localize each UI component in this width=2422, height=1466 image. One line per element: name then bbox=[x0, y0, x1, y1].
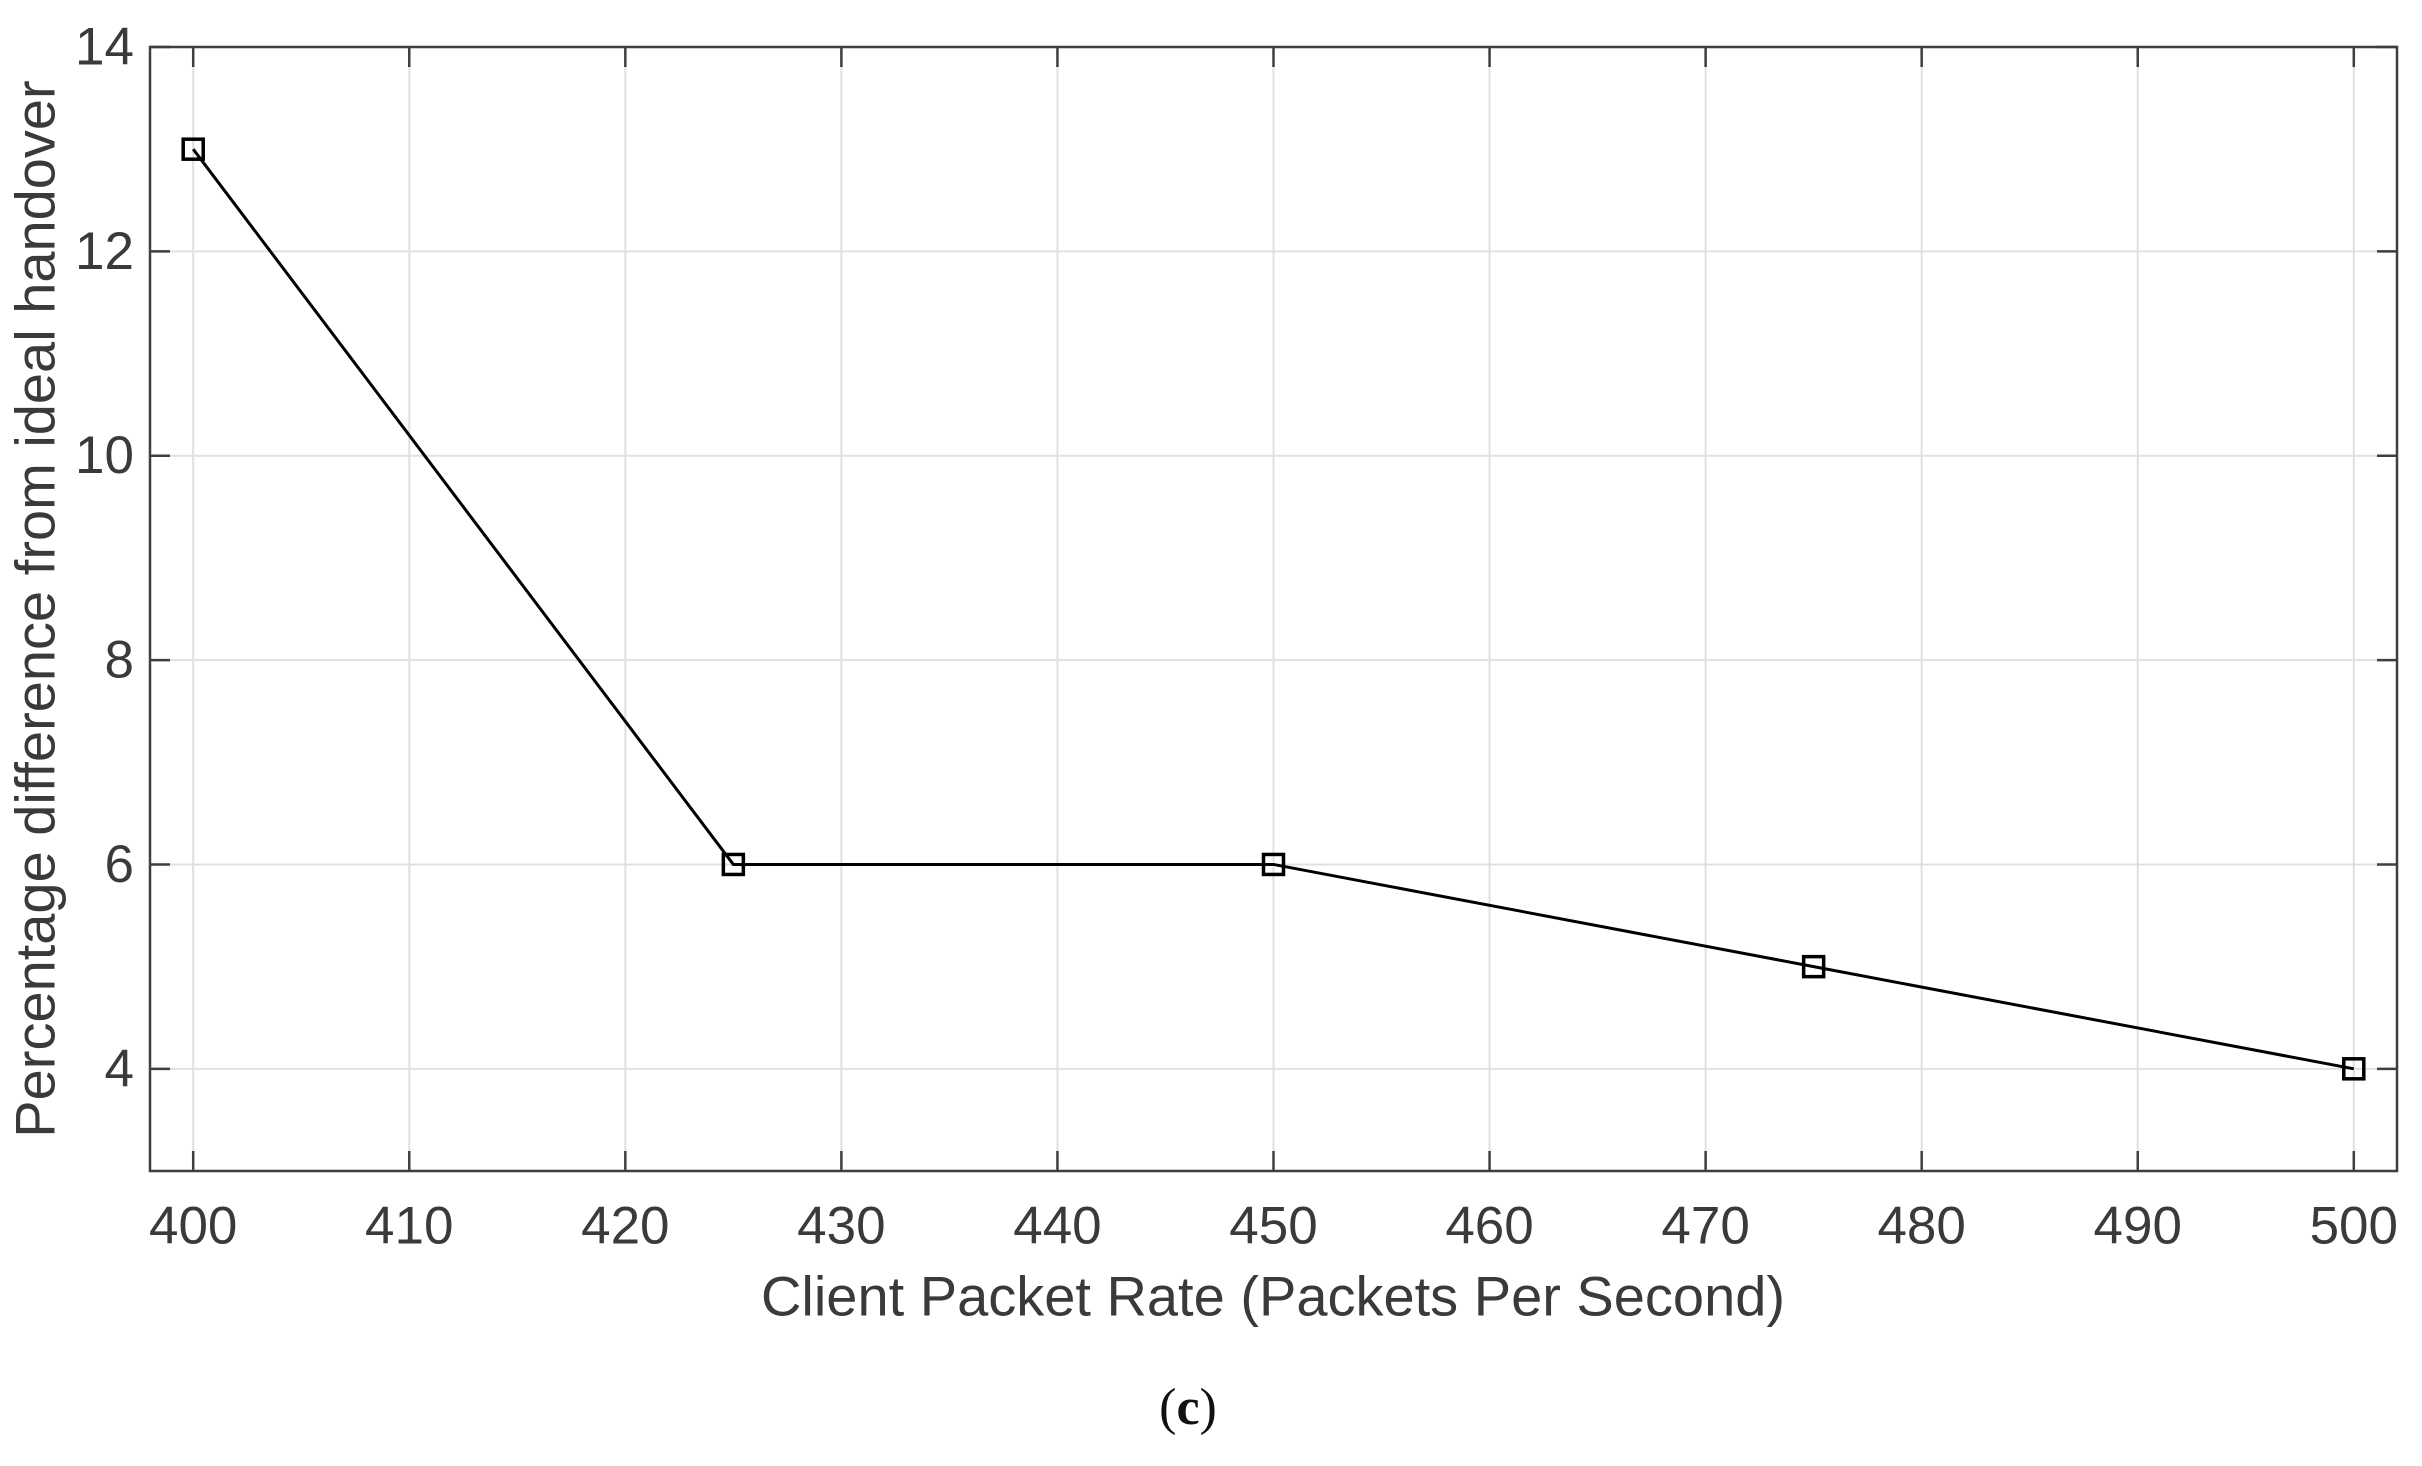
data-point-marker bbox=[1261, 852, 1286, 877]
tick-layer bbox=[150, 45, 2397, 1171]
figure-caption: (c) bbox=[1159, 1378, 1217, 1437]
data-line bbox=[192, 148, 2355, 1071]
caption-letter: c bbox=[1176, 1379, 1200, 1436]
y-tick-label: 6 bbox=[105, 835, 134, 894]
x-tick-label: 430 bbox=[797, 1197, 885, 1256]
y-tick-label: 10 bbox=[75, 426, 134, 485]
caption-open-paren: ( bbox=[1159, 1379, 1177, 1436]
x-tick-label: 470 bbox=[1661, 1197, 1749, 1256]
grid-layer bbox=[150, 46, 2397, 1171]
data-point-marker bbox=[721, 852, 746, 877]
x-tick-label: 500 bbox=[2310, 1197, 2398, 1256]
x-tick-label: 420 bbox=[581, 1197, 669, 1256]
x-tick-label: 450 bbox=[1229, 1197, 1317, 1256]
chart-canvas: 400 410 420 430 440 450 460 470 480 490 500 4 6 8 10 12… bbox=[4, 18, 2399, 1328]
tick-label-layer: 400 410 420 430 440 450 460 470 480 490 500 4 6 8 10 12… bbox=[75, 18, 2398, 1256]
x-tick-label: 490 bbox=[2094, 1197, 2182, 1256]
y-axis-label: Percentage difference from ideal handove… bbox=[4, 80, 67, 1137]
data-point-marker bbox=[1801, 954, 1826, 979]
caption-close-paren: ) bbox=[1199, 1379, 1217, 1436]
y-tick-label: 12 bbox=[75, 222, 134, 281]
y-tick-label: 14 bbox=[75, 18, 134, 77]
series-layer bbox=[181, 137, 2366, 1081]
x-tick-label: 440 bbox=[1013, 1197, 1101, 1256]
x-tick-label: 410 bbox=[365, 1197, 453, 1256]
y-tick-label: 8 bbox=[105, 631, 134, 690]
x-tick-label: 480 bbox=[1877, 1197, 1965, 1256]
y-tick-label: 4 bbox=[105, 1039, 134, 1098]
x-tick-label: 400 bbox=[149, 1197, 237, 1256]
x-tick-label: 460 bbox=[1445, 1197, 1533, 1256]
data-point-marker bbox=[181, 137, 205, 161]
data-point-marker bbox=[2342, 1057, 2366, 1081]
x-axis-label: Client Packet Rate (Packets Per Second) bbox=[761, 1265, 1785, 1328]
